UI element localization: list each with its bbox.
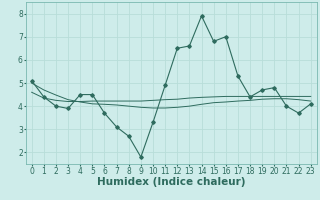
X-axis label: Humidex (Indice chaleur): Humidex (Indice chaleur) [97,177,245,187]
